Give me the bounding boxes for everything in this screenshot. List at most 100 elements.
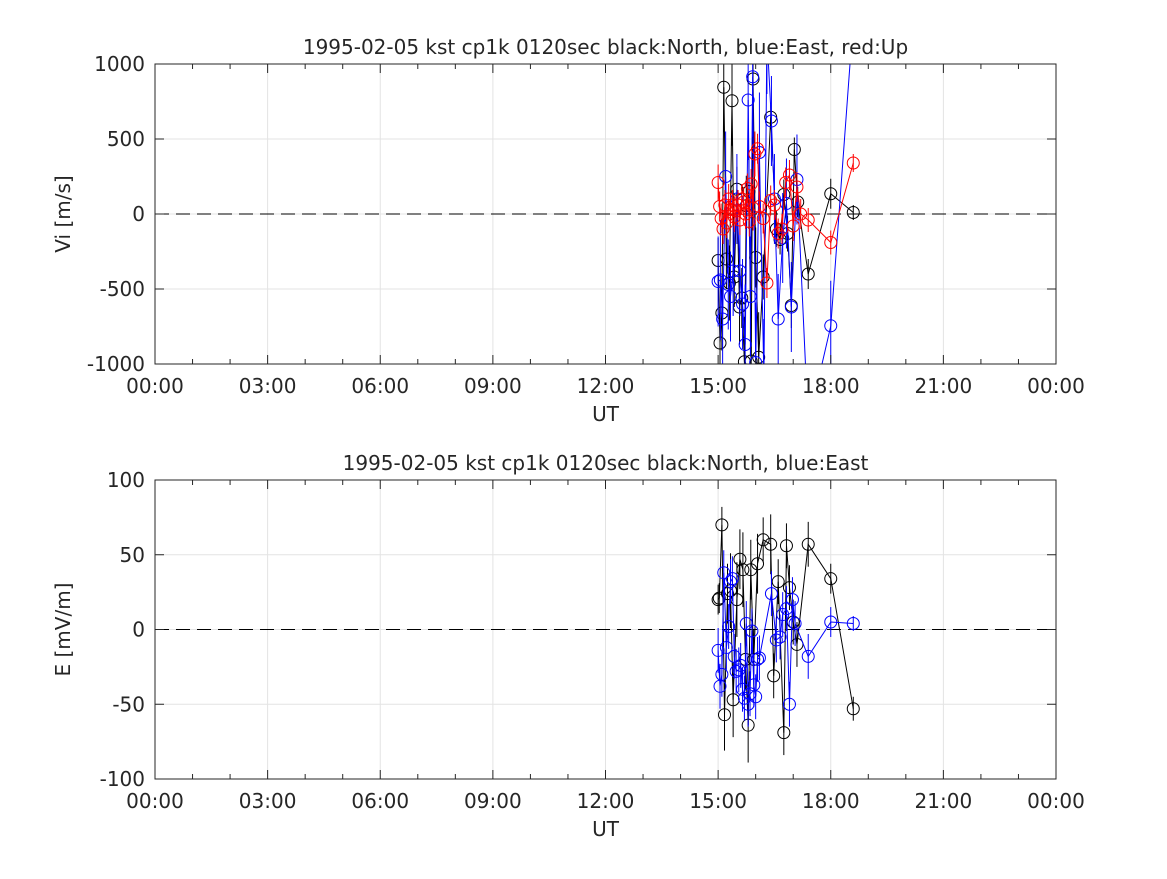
data-point bbox=[726, 264, 740, 278]
data-point bbox=[801, 267, 815, 281]
data-point bbox=[824, 572, 838, 586]
data-point bbox=[773, 630, 787, 644]
data-point bbox=[801, 213, 815, 227]
data-point bbox=[779, 176, 793, 189]
data-point bbox=[711, 643, 725, 657]
y-tick-label: 500 bbox=[107, 127, 145, 151]
data-point bbox=[741, 697, 755, 711]
data-point bbox=[712, 591, 726, 605]
data-point bbox=[824, 615, 838, 629]
data-point bbox=[736, 297, 750, 311]
data-point bbox=[733, 264, 747, 278]
data-point bbox=[717, 566, 731, 580]
y-tick-label: 50 bbox=[120, 543, 145, 567]
data-point bbox=[786, 219, 800, 233]
data-point bbox=[751, 142, 765, 156]
data-point bbox=[727, 649, 741, 663]
x-axis-label: UT bbox=[592, 817, 620, 841]
data-point bbox=[802, 418, 814, 430]
data-point bbox=[724, 290, 738, 303]
data-point bbox=[725, 94, 739, 108]
data-point bbox=[743, 290, 757, 303]
data-point bbox=[776, 231, 790, 245]
data-point bbox=[801, 537, 815, 551]
data-point bbox=[801, 649, 815, 663]
data-point bbox=[782, 697, 796, 711]
data-point bbox=[751, 557, 765, 571]
x-tick-label: 12:00 bbox=[577, 374, 635, 398]
y-axis-label: Vi [m/s] bbox=[51, 175, 75, 252]
x-tick-label: 06:00 bbox=[351, 789, 409, 813]
data-point bbox=[782, 581, 796, 595]
x-tick-label: 21:00 bbox=[915, 789, 973, 813]
data-point bbox=[779, 602, 793, 616]
y-tick-label: -1000 bbox=[87, 352, 145, 376]
data-point bbox=[745, 624, 759, 638]
chart-panel-2: 00:00 03:00 06:00 09:00 12:00 15:00 18:00 21:00… bbox=[51, 451, 1085, 841]
data-point bbox=[777, 726, 791, 740]
x-tick-label: 03:00 bbox=[239, 789, 297, 813]
x-tick-label: 00:00 bbox=[1027, 789, 1085, 813]
data-point bbox=[746, 70, 760, 84]
data-point bbox=[741, 93, 755, 107]
data-point bbox=[735, 192, 749, 206]
data-point bbox=[769, 633, 783, 647]
y-axis-label: E [mV/m] bbox=[51, 583, 75, 677]
x-tick-label: 15:00 bbox=[689, 374, 747, 398]
data-layer bbox=[711, 506, 860, 763]
data-point bbox=[764, 114, 778, 128]
x-tick-label: 00:00 bbox=[126, 374, 184, 398]
x-tick-label: 18:00 bbox=[802, 789, 860, 813]
data-point bbox=[734, 658, 748, 672]
x-tick-label: 09:00 bbox=[464, 789, 522, 813]
data-point bbox=[771, 227, 785, 240]
series-east bbox=[711, 550, 860, 727]
data-point bbox=[716, 312, 730, 326]
data-point bbox=[733, 552, 747, 566]
data-point bbox=[713, 273, 727, 287]
data-point bbox=[711, 275, 725, 288]
data-point bbox=[787, 143, 801, 156]
data-point bbox=[736, 682, 750, 696]
y-tick-label: 1000 bbox=[94, 52, 145, 76]
data-point bbox=[740, 182, 754, 195]
data-point bbox=[736, 563, 750, 577]
data-point bbox=[824, 319, 838, 333]
data-point bbox=[749, 356, 763, 364]
data-point bbox=[721, 587, 735, 601]
data-point bbox=[767, 198, 781, 212]
data-point bbox=[764, 194, 778, 207]
x-tick-label: 18:00 bbox=[802, 374, 860, 398]
data-point bbox=[771, 575, 785, 589]
y-tick-label: -100 bbox=[100, 767, 145, 791]
x-tick-label: 00:00 bbox=[126, 789, 184, 813]
data-point bbox=[756, 533, 770, 547]
data-point bbox=[758, 373, 770, 385]
data-point bbox=[711, 176, 725, 189]
y-tick-label: 0 bbox=[132, 202, 145, 226]
data-point bbox=[744, 177, 758, 191]
data-point bbox=[824, 187, 838, 201]
x-tick-label: 12:00 bbox=[577, 789, 635, 813]
data-point bbox=[715, 667, 729, 681]
data-point bbox=[725, 572, 739, 586]
data-point bbox=[715, 518, 729, 532]
data-point bbox=[846, 206, 860, 219]
data-point bbox=[719, 640, 733, 654]
data-point bbox=[737, 355, 751, 364]
data-point bbox=[764, 587, 778, 601]
data-point bbox=[785, 593, 799, 607]
data-point bbox=[718, 708, 732, 722]
data-point bbox=[784, 300, 798, 314]
data-point bbox=[779, 539, 793, 553]
x-tick-label: 00:00 bbox=[1027, 374, 1085, 398]
data-point bbox=[738, 338, 752, 351]
data-point bbox=[752, 200, 766, 213]
data-point bbox=[742, 215, 756, 228]
data-point bbox=[722, 620, 736, 634]
series-up bbox=[711, 131, 860, 298]
x-axis-label: UT bbox=[592, 402, 620, 426]
data-point bbox=[788, 617, 802, 631]
